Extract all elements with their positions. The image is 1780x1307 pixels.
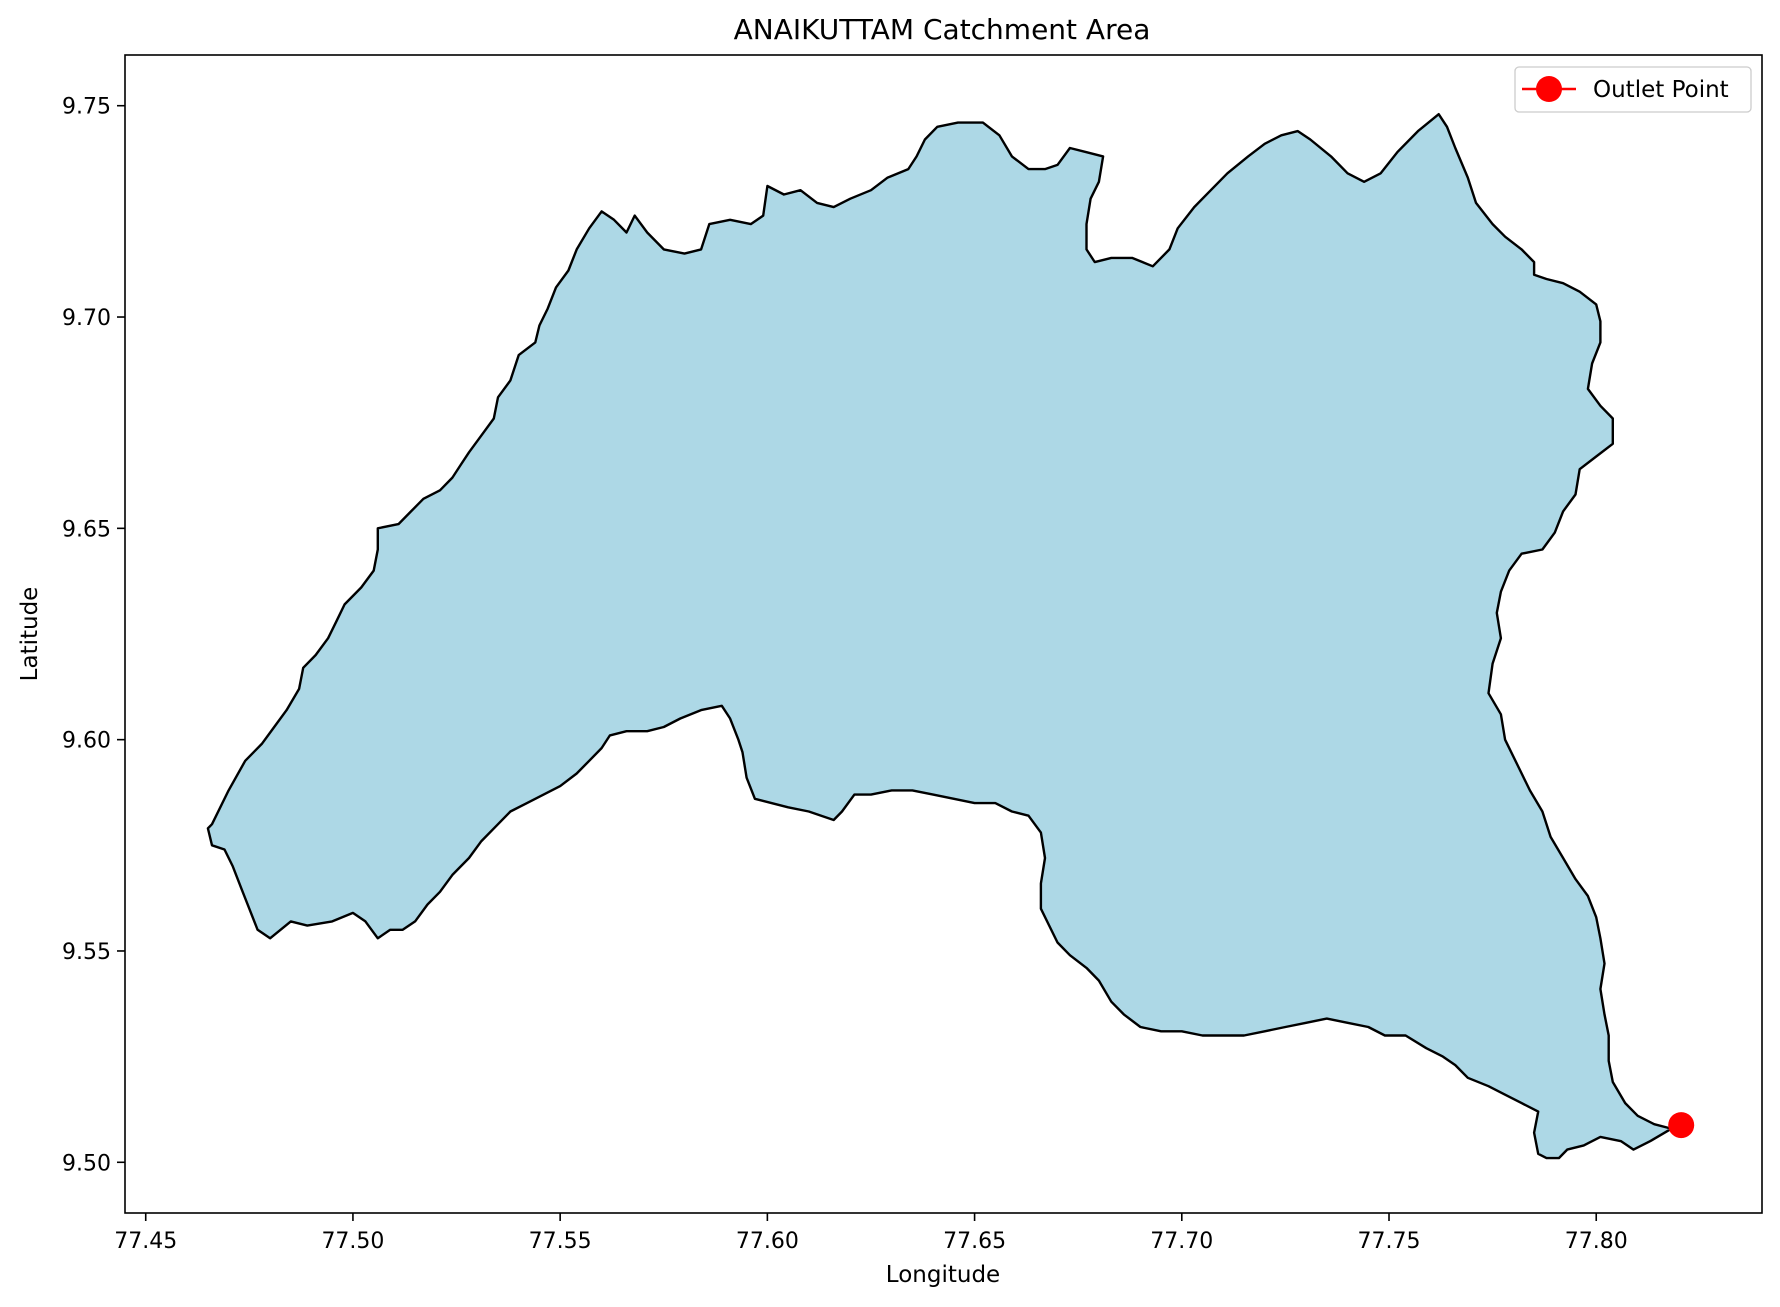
x-tick-label: 77.60 — [736, 1229, 799, 1254]
y-tick-label: 9.70 — [62, 306, 111, 331]
legend-label-outlet: Outlet Point — [1593, 77, 1729, 103]
x-tick-label: 77.45 — [114, 1229, 177, 1254]
x-axis-ticks: 77.45 77.50 77.55 77.60 77.65 77.70 77.75 77.80 — [114, 1213, 1628, 1254]
x-tick-label: 77.75 — [1358, 1229, 1421, 1254]
plot-title: ANAIKUTTAM Catchment Area — [734, 13, 1151, 46]
legend-box — [1514, 66, 1752, 113]
y-tick-label: 9.55 — [62, 940, 111, 965]
x-axis-title: Longitude — [886, 1262, 1000, 1288]
legend-marker-outlet — [1536, 76, 1562, 102]
catchment-polygon — [206, 113, 1681, 1160]
outlet-point-marker — [1668, 1112, 1695, 1139]
x-tick-label: 77.80 — [1565, 1229, 1628, 1254]
y-tick-label: 9.50 — [62, 1151, 111, 1176]
y-axis-ticks: 9.50 9.55 9.60 9.65 9.70 9.75 — [62, 95, 125, 1176]
plot-area — [206, 113, 1695, 1160]
legend: Outlet Point — [1514, 66, 1752, 113]
x-tick-label: 77.65 — [943, 1229, 1006, 1254]
y-tick-label: 9.60 — [62, 729, 111, 754]
x-tick-label: 77.70 — [1150, 1229, 1213, 1254]
plot-frame — [124, 54, 1763, 1214]
x-tick-label: 77.55 — [529, 1229, 592, 1254]
y-tick-label: 9.75 — [62, 95, 111, 120]
x-tick-label: 77.50 — [321, 1229, 384, 1254]
y-axis-title: Latitude — [17, 587, 43, 682]
y-tick-label: 9.65 — [62, 517, 111, 542]
